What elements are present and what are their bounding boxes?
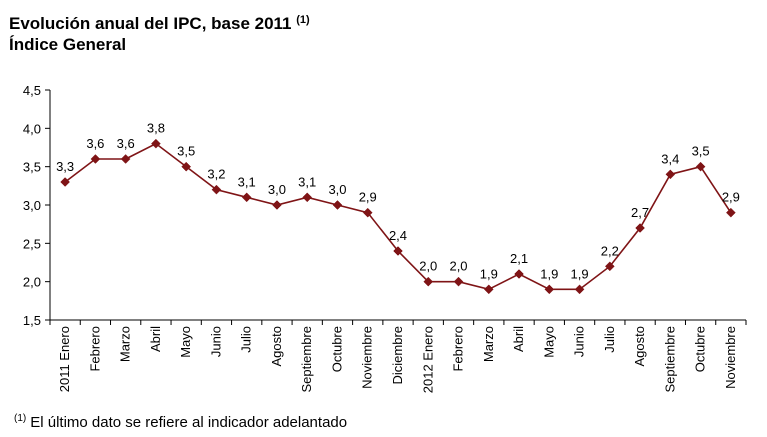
data-label: 2,9 <box>359 190 377 205</box>
data-label: 3,1 <box>238 174 256 189</box>
data-label: 2,4 <box>389 228 407 243</box>
data-point <box>453 276 464 287</box>
y-tick-label: 4,5 <box>23 83 41 98</box>
x-tick-label: Octubre <box>693 326 708 372</box>
x-tick-label: Diciembre <box>390 326 405 385</box>
data-label: 2,0 <box>419 259 437 274</box>
title-note-marker: (1) <box>296 14 310 26</box>
data-point <box>332 200 343 210</box>
data-label: 3,0 <box>268 182 286 197</box>
x-tick-label: Septiembre <box>299 326 314 392</box>
data-point <box>514 269 524 279</box>
data-point <box>604 261 615 272</box>
data-label: 3,6 <box>117 136 135 151</box>
data-point <box>241 192 252 203</box>
x-tick-label: Noviembre <box>723 326 738 389</box>
data-point <box>483 284 494 295</box>
data-point <box>423 276 434 287</box>
x-tick-label: Marzo <box>118 326 133 362</box>
x-tick-label: Mayo <box>541 326 556 358</box>
data-point <box>726 207 736 218</box>
data-label: 2,7 <box>631 205 649 220</box>
footnote-marker: (1) <box>14 413 27 424</box>
line-chart: 1,5 2,0 2,5 3,0 3,5 4,0 4,5 2011 Enero Febrero Ma… <box>23 83 747 393</box>
data-label: 3,6 <box>86 136 104 151</box>
data-label: 3,0 <box>328 182 346 197</box>
x-tick-label: Agosto <box>269 326 284 366</box>
y-tick-label: 4,0 <box>23 121 41 136</box>
data-label: 3,2 <box>207 167 225 182</box>
x-tick-label: Noviembre <box>360 326 375 389</box>
data-point <box>272 200 282 210</box>
data-point <box>695 161 706 172</box>
footnote-text: El último dato se refiere al indicador a… <box>30 414 348 431</box>
data-point <box>90 154 101 164</box>
x-tick-label: Mayo <box>178 326 193 358</box>
data-label: 3,1 <box>298 174 316 189</box>
data-point <box>181 161 192 172</box>
data-point <box>665 169 676 180</box>
x-tick-label: Agosto <box>632 326 647 366</box>
x-tick-label: 2011 Enero <box>57 326 72 392</box>
data-label: 2,1 <box>510 251 528 266</box>
data-point <box>120 154 131 164</box>
x-tick-label: Julio <box>602 326 617 353</box>
chart-subtitle: Índice General <box>9 35 127 54</box>
y-tick-label: 2,5 <box>23 236 41 251</box>
data-label: 2,0 <box>449 259 467 274</box>
data-label: 3,4 <box>661 151 679 166</box>
x-tick-label: Octubre <box>329 326 344 372</box>
data-label: 3,5 <box>692 144 710 159</box>
y-tick-label: 1,5 <box>23 313 41 328</box>
data-point <box>393 246 403 256</box>
data-label: 1,9 <box>571 266 589 281</box>
data-label: 2,9 <box>722 190 740 205</box>
footnote: (1) El último dato se refiere al indicado… <box>14 413 347 431</box>
chart-title: Evolución anual del IPC, base 2011 (1) <box>9 14 310 33</box>
data-point <box>302 192 313 203</box>
x-tick-label: Abril <box>148 326 163 352</box>
y-tick-label: 3,0 <box>23 198 41 213</box>
data-label: 1,9 <box>480 266 498 281</box>
x-tick-label: Julio <box>239 326 254 353</box>
x-tick-label: Junio <box>208 326 223 357</box>
y-tick-label: 3,5 <box>23 160 41 175</box>
data-label: 3,5 <box>177 144 195 159</box>
data-label: 3,8 <box>147 121 165 136</box>
x-tick-label: Junio <box>572 326 587 357</box>
x-tick-label: 2012 Enero <box>420 326 435 393</box>
data-point <box>635 223 645 233</box>
data-point <box>544 284 555 295</box>
y-tick-label: 2,0 <box>23 275 41 290</box>
data-label: 3,3 <box>56 159 74 174</box>
data-point <box>151 138 161 149</box>
data-point <box>362 207 373 218</box>
data-label: 1,9 <box>540 266 558 281</box>
data-label: 2,2 <box>601 243 619 258</box>
x-tick-label: Septiembre <box>662 326 677 392</box>
x-tick-label: Febrero <box>451 326 466 372</box>
data-point <box>60 177 70 187</box>
x-tick-label: Febrero <box>87 326 102 372</box>
data-point <box>574 284 585 295</box>
x-tick-label: Abril <box>511 326 526 352</box>
data-point <box>211 184 222 195</box>
x-tick-label: Marzo <box>481 326 496 362</box>
